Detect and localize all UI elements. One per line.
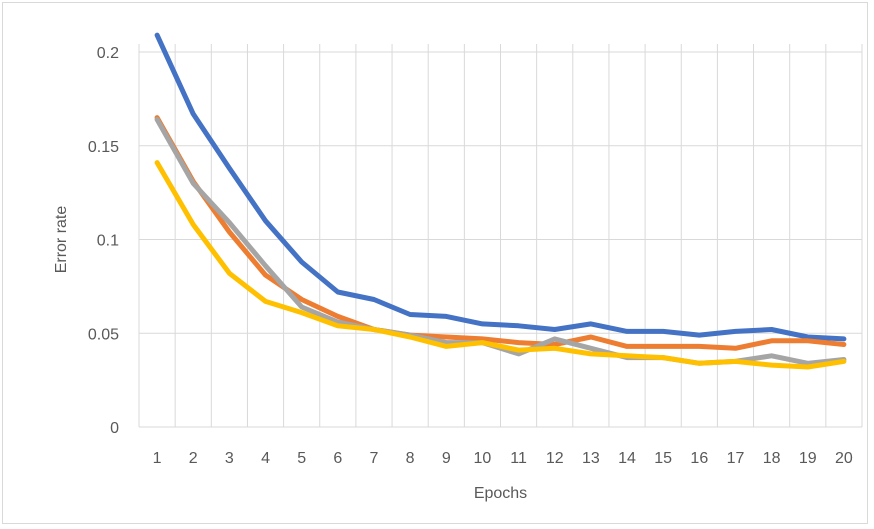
series-line-2 (154, 115, 847, 351)
gridlines (138, 44, 863, 428)
x-axis-ticks: 1 2 3 4 5 6 7 8 9 10 11 12 13 14 15 16 17 18 19 20 (153, 450, 853, 467)
y-tick-label: 0.05 (88, 326, 119, 343)
series-line-4 (154, 160, 847, 370)
x-tick-label: 12 (546, 450, 564, 467)
series-line-1 (154, 32, 847, 342)
x-tick-label: 8 (406, 450, 415, 467)
x-tick-label: 13 (582, 450, 600, 467)
x-tick-label: 7 (370, 450, 379, 467)
y-tick-label: 0.15 (88, 139, 119, 156)
series-lines (154, 32, 847, 370)
x-tick-label: 11 (510, 450, 527, 467)
y-axis-ticks: 0 0.05 0.1 0.15 0.2 (88, 45, 119, 437)
x-tick-label: 9 (442, 450, 451, 467)
x-tick-label: 19 (799, 450, 817, 467)
x-tick-label: 18 (763, 450, 781, 467)
y-axis-title: Error rate (53, 206, 70, 274)
y-tick-label: 0.1 (97, 233, 119, 250)
y-tick-label: 0.2 (97, 45, 119, 62)
x-tick-label: 14 (618, 450, 636, 467)
x-tick-label: 20 (835, 450, 853, 467)
x-tick-label: 10 (474, 450, 492, 467)
x-tick-label: 16 (690, 450, 708, 467)
x-tick-label: 5 (297, 450, 306, 467)
x-tick-label: 4 (261, 450, 270, 467)
x-tick-label: 17 (727, 450, 745, 467)
x-tick-label: 15 (654, 450, 672, 467)
x-tick-label: 6 (333, 450, 342, 467)
x-tick-label: 1 (153, 450, 162, 467)
chart-area (2, 2, 868, 524)
y-tick-label: 0 (110, 420, 119, 437)
x-tick-label: 3 (225, 450, 234, 467)
x-axis-title: Epochs (474, 485, 527, 502)
x-tick-label: 2 (189, 450, 198, 467)
